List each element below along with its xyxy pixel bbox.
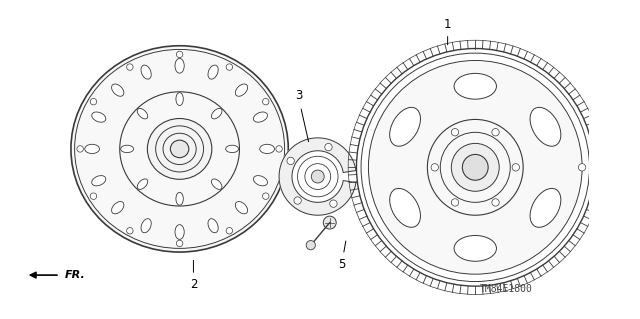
Ellipse shape: [111, 202, 124, 214]
Ellipse shape: [141, 219, 151, 233]
Ellipse shape: [208, 65, 218, 79]
Circle shape: [226, 227, 232, 234]
Circle shape: [324, 144, 332, 151]
Circle shape: [451, 129, 459, 136]
Ellipse shape: [111, 84, 124, 96]
Circle shape: [287, 157, 294, 165]
Ellipse shape: [71, 46, 288, 252]
Ellipse shape: [176, 192, 183, 205]
Ellipse shape: [390, 108, 420, 146]
Ellipse shape: [530, 108, 561, 146]
Circle shape: [492, 199, 499, 206]
Circle shape: [330, 200, 337, 207]
Ellipse shape: [121, 145, 134, 152]
Text: 1: 1: [444, 18, 451, 45]
Circle shape: [462, 154, 488, 180]
Ellipse shape: [175, 225, 184, 239]
Circle shape: [77, 146, 83, 152]
Text: TM84E1800: TM84E1800: [480, 284, 533, 294]
Circle shape: [492, 129, 499, 136]
Text: FR.: FR.: [65, 270, 85, 280]
Ellipse shape: [137, 179, 148, 189]
Circle shape: [451, 199, 459, 206]
Ellipse shape: [253, 112, 268, 122]
Circle shape: [262, 193, 269, 199]
Circle shape: [276, 146, 282, 152]
Circle shape: [311, 170, 324, 183]
Ellipse shape: [176, 93, 183, 106]
Circle shape: [605, 198, 616, 209]
Ellipse shape: [454, 235, 497, 261]
Circle shape: [306, 241, 316, 250]
Ellipse shape: [92, 112, 106, 122]
Circle shape: [127, 64, 133, 70]
Circle shape: [90, 193, 97, 199]
Text: 3: 3: [295, 89, 302, 102]
Ellipse shape: [530, 189, 561, 227]
Ellipse shape: [147, 119, 212, 179]
Ellipse shape: [211, 108, 222, 119]
Circle shape: [323, 216, 336, 229]
Circle shape: [369, 61, 582, 274]
Circle shape: [262, 99, 269, 105]
Circle shape: [177, 240, 183, 247]
Circle shape: [451, 143, 499, 191]
Circle shape: [90, 99, 97, 105]
Ellipse shape: [211, 179, 222, 189]
Circle shape: [177, 51, 183, 58]
Ellipse shape: [84, 144, 99, 153]
Text: 5: 5: [338, 241, 346, 271]
Ellipse shape: [170, 140, 189, 158]
Ellipse shape: [454, 73, 497, 99]
Circle shape: [431, 164, 438, 171]
Ellipse shape: [236, 202, 248, 214]
Ellipse shape: [390, 189, 420, 227]
Circle shape: [512, 164, 520, 171]
Text: 2: 2: [189, 260, 197, 291]
Circle shape: [226, 64, 232, 70]
Ellipse shape: [260, 144, 275, 153]
Ellipse shape: [236, 84, 248, 96]
Ellipse shape: [141, 65, 151, 79]
Ellipse shape: [92, 176, 106, 186]
Ellipse shape: [226, 145, 239, 152]
Ellipse shape: [137, 108, 148, 119]
Polygon shape: [279, 138, 356, 215]
Circle shape: [579, 164, 586, 171]
Circle shape: [127, 227, 133, 234]
Ellipse shape: [253, 176, 268, 186]
Ellipse shape: [175, 58, 184, 73]
Circle shape: [294, 197, 301, 204]
Ellipse shape: [208, 219, 218, 233]
